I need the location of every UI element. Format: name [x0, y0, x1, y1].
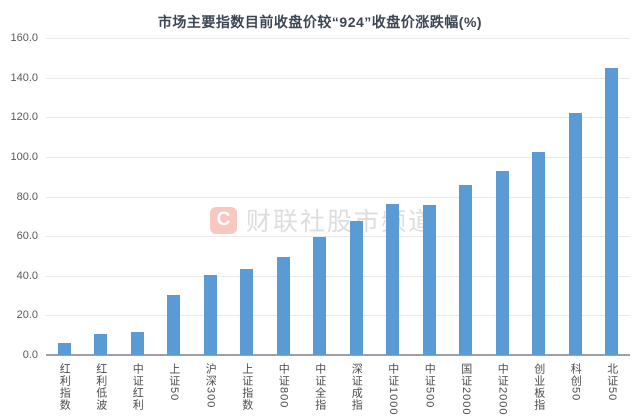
bar	[568, 113, 582, 355]
y-axis-tick-label: 0.0	[22, 349, 38, 361]
y-axis-tick-label: 80.0	[16, 190, 38, 203]
bar	[203, 274, 217, 355]
bar	[422, 204, 436, 355]
x-axis-category-label: 科创50	[569, 363, 582, 402]
x-axis-category-label: 中证全指	[313, 363, 326, 411]
bar	[94, 334, 108, 355]
x-axis-category-label: 中证2000	[496, 363, 509, 416]
x-axis-category-label: 红利低波	[94, 363, 107, 411]
gridline	[46, 315, 630, 317]
x-axis-category-label: 中证红利	[131, 363, 144, 411]
x-axis-category-label: 上证50	[167, 363, 180, 402]
x-axis-category-label: 中证800	[277, 363, 290, 409]
x-axis-category-label: 红利指数	[58, 363, 71, 411]
y-axis-tick-label: 60.0	[16, 230, 38, 243]
x-axis-category-label: 中证500	[423, 363, 436, 409]
x-axis-line	[46, 354, 630, 356]
chart-title: 市场主要指数目前收盘价较“924”收盘价涨跌幅(%)	[157, 14, 483, 30]
x-axis-category-label: 北证50	[605, 363, 618, 402]
y-axis-tick-label: 100.0	[10, 150, 38, 163]
bar	[167, 295, 181, 355]
bar	[386, 204, 400, 355]
x-axis-category-label: 国证2000	[459, 363, 472, 416]
bar	[495, 170, 509, 355]
bar	[349, 221, 363, 355]
y-axis-tick-label: 40.0	[16, 269, 38, 282]
x-axis-category-label: 中证1000	[386, 363, 399, 416]
bar	[605, 67, 619, 355]
watermark: C 财联社股市频道	[210, 202, 435, 238]
x-axis-category-label: 上证指数	[240, 363, 253, 411]
gridline	[46, 117, 630, 119]
x-axis-category-label: 创业板指	[532, 363, 545, 411]
bar	[57, 342, 71, 355]
x-axis-category-label: 沪深300	[204, 363, 217, 409]
gridline	[46, 196, 630, 198]
bar	[532, 151, 546, 355]
y-axis-tick-label: 160.0	[10, 32, 38, 44]
x-axis-category-label: 深证成指	[350, 363, 363, 411]
y-axis-tick-label: 20.0	[16, 309, 38, 322]
bar	[313, 236, 327, 355]
y-axis-tick-label: 140.0	[10, 71, 38, 84]
y-axis-tick-label: 120.0	[10, 111, 38, 124]
gridline	[46, 156, 630, 158]
gridline	[46, 236, 630, 238]
gridline	[46, 38, 630, 39]
bar	[130, 332, 144, 355]
gridline	[46, 77, 630, 79]
cailianshe-logo-icon: C	[210, 206, 237, 234]
watermark-text: 财联社股市频道	[246, 208, 436, 236]
plot-area: C 财联社股市频道	[46, 38, 630, 356]
bar	[240, 268, 254, 355]
gridline	[46, 275, 630, 277]
bar	[459, 185, 473, 355]
bar	[276, 257, 290, 355]
